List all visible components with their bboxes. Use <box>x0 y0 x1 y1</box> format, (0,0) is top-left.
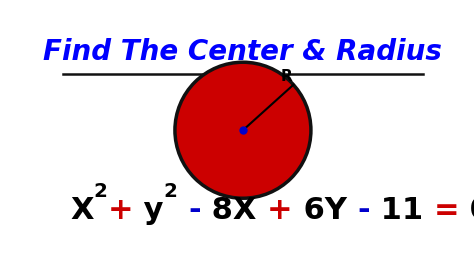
Text: -: - <box>357 196 370 225</box>
Text: Find The Center & Radius: Find The Center & Radius <box>44 38 442 66</box>
Text: 6Y: 6Y <box>292 196 357 225</box>
Text: +: + <box>267 196 292 225</box>
Ellipse shape <box>175 62 311 198</box>
Text: =: = <box>433 196 459 225</box>
Text: 11: 11 <box>370 196 433 225</box>
Text: R: R <box>280 69 292 84</box>
Text: 8X: 8X <box>201 196 267 225</box>
Text: 2: 2 <box>164 182 178 201</box>
Text: y: y <box>133 196 164 225</box>
Text: 0: 0 <box>459 196 474 225</box>
Text: X: X <box>70 196 94 225</box>
Text: -: - <box>188 196 201 225</box>
Text: 2: 2 <box>94 182 108 201</box>
Text: +: + <box>108 196 133 225</box>
